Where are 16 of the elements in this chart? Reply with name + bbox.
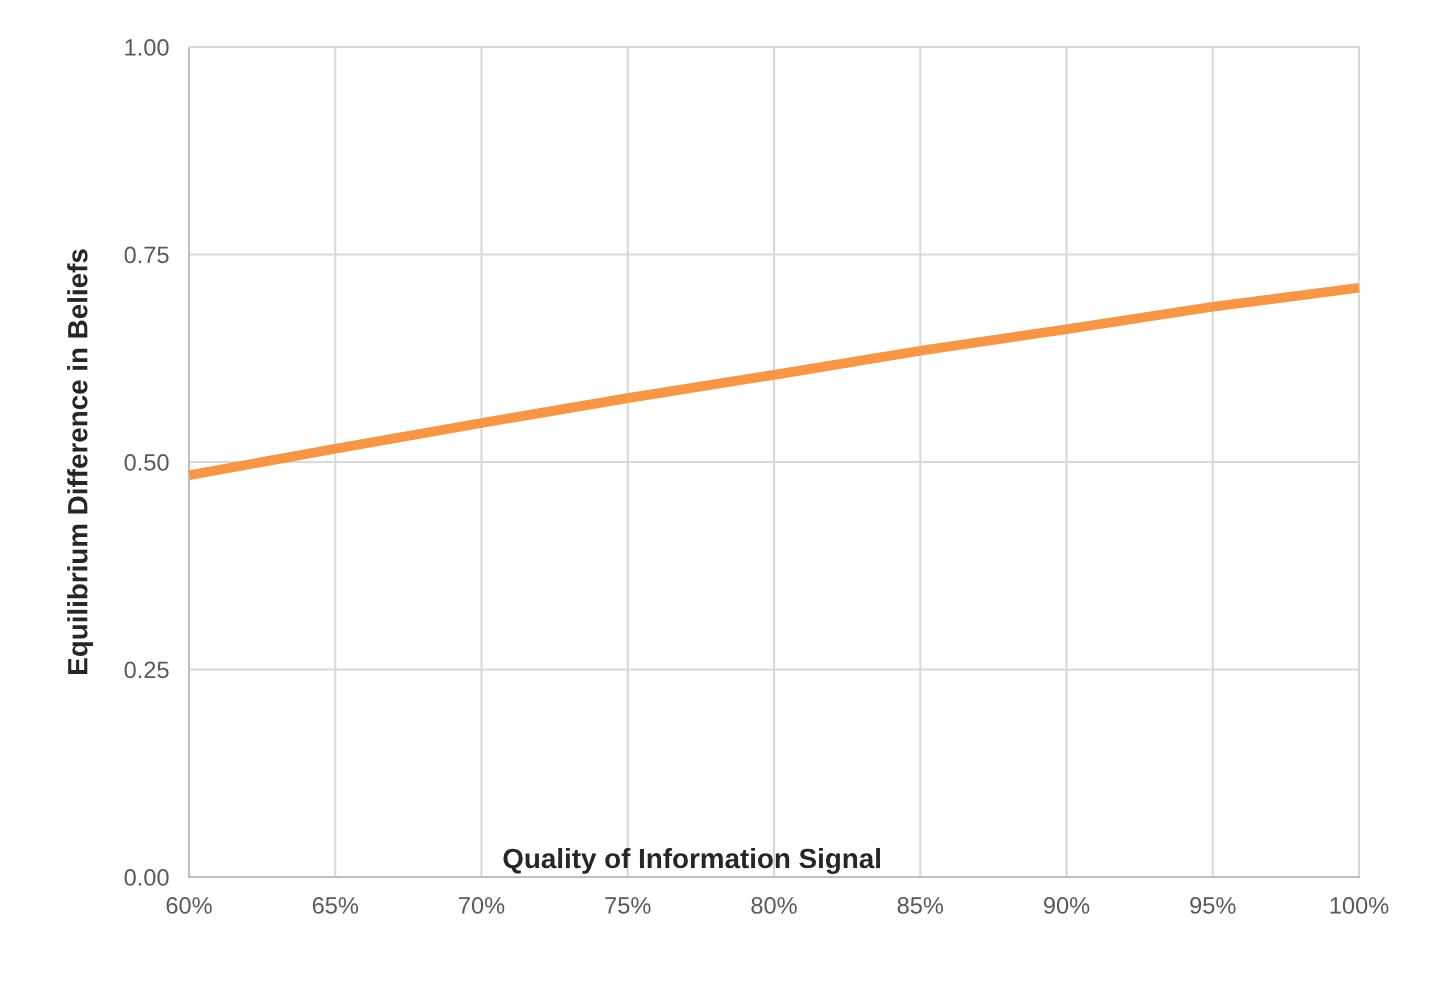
y-tick-label: 0.50: [124, 454, 169, 471]
y-axis-title: Equilibrium Difference in Beliefs: [67, 249, 94, 674]
y-tick-label: 0.00: [124, 869, 169, 886]
x-axis-title: Quality of Information Signal: [503, 847, 880, 874]
x-tick-label: 60%: [166, 897, 212, 914]
x-tick-label: 90%: [1043, 897, 1090, 914]
y-tick-label: 0.75: [124, 246, 169, 264]
x-tick-label: 65%: [312, 897, 359, 914]
x-tick-label: 85%: [897, 897, 944, 914]
x-tick-label: 100%: [1330, 897, 1389, 914]
x-tick-label: 70%: [459, 897, 505, 914]
x-tick-label: 75%: [605, 897, 651, 914]
x-tick-label: 80%: [751, 897, 797, 914]
x-tick-label: 95%: [1190, 897, 1236, 914]
y-tick-label: 0.25: [124, 661, 169, 679]
y-tick-label: 1.00: [125, 39, 169, 56]
